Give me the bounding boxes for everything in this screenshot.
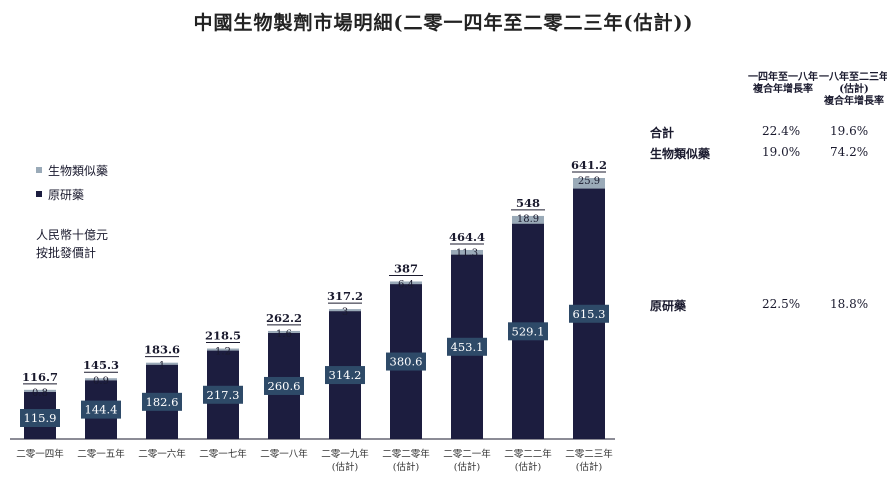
- cagr-row-total: 合計 22.4% 19.6%: [650, 124, 887, 140]
- category-label-1-0: 二零一五年: [77, 448, 125, 460]
- label-total-8: 548: [516, 196, 540, 210]
- cagr-header-2014-2018-line2: 複合年增長率: [753, 84, 813, 95]
- label-box-originator-8: [508, 322, 548, 341]
- label-originator-7: 453.1: [451, 340, 484, 354]
- category-label-8-1: (估計): [515, 461, 541, 473]
- label-box-originator-3: [203, 385, 243, 404]
- label-biosimilar-7: 11.3: [456, 248, 478, 259]
- cagr-row-biosimilar-v2: 74.2%: [830, 145, 869, 159]
- bar-biosimilar-2: [146, 362, 178, 365]
- label-total-4: 262.2: [266, 311, 302, 325]
- label-originator-2: 182.6: [146, 395, 179, 409]
- bar-biosimilar-8: [512, 215, 544, 224]
- cagr-header-2014-2018: 一四年至一八年 複合年增長率: [748, 72, 818, 96]
- bar-biosimilar-6: [390, 281, 422, 285]
- category-label-4-0: 二零一八年: [260, 448, 308, 460]
- label-originator-5: 314.2: [329, 368, 362, 382]
- category-label-7-0: 二零二一年: [443, 448, 491, 460]
- unit-line-currency: 人民幣十億元: [36, 228, 109, 242]
- bar-biosimilar-9: [573, 178, 605, 189]
- bar-biosimilar-0: [24, 389, 56, 392]
- label-biosimilar-3: 1.2: [215, 347, 231, 358]
- label-originator-6: 380.6: [390, 355, 423, 369]
- category-label-7-1: (估計): [454, 461, 480, 473]
- label-total-3: 218.5: [205, 329, 241, 343]
- cagr-header-2018-2023: 一八年至二三年 (估計) 複合年增長率: [816, 72, 887, 108]
- cagr-row-originator-v2: 18.8%: [830, 297, 869, 311]
- label-biosimilar-5: 3: [342, 307, 348, 318]
- category-label-9-0: 二零二三年: [565, 448, 613, 460]
- label-total-9: 641.2: [571, 158, 607, 172]
- cagr-row-total-v1: 22.4%: [762, 124, 801, 138]
- cagr-row-originator: 原研藥 22.5% 18.8%: [650, 297, 887, 313]
- cagr-row-total-v2: 19.6%: [830, 124, 869, 138]
- label-biosimilar-1: 0.9: [93, 376, 109, 387]
- label-biosimilar-2: 1: [159, 361, 165, 372]
- category-label-3-0: 二零一七年: [199, 448, 247, 460]
- category-label-6-0: 二零二零年: [382, 448, 430, 460]
- legend-swatch-originator: [36, 191, 42, 197]
- label-total-5: 317.2: [327, 289, 363, 303]
- legend-item-originator: 原研藥: [36, 182, 108, 206]
- label-biosimilar-6: 6.4: [398, 279, 414, 290]
- label-box-originator-4: [264, 376, 304, 395]
- label-total-0: 116.7: [22, 370, 58, 384]
- label-biosimilar-9: 25.9: [578, 176, 600, 187]
- unit-line-basis: 按批發價計: [36, 246, 97, 260]
- category-label-5-0: 二零一九年: [321, 448, 369, 460]
- label-originator-1: 144.4: [85, 403, 118, 417]
- cagr-row-total-label: 合計: [650, 126, 675, 140]
- label-originator-4: 260.6: [268, 379, 301, 393]
- label-box-originator-7: [447, 337, 487, 356]
- label-originator-9: 615.3: [573, 307, 606, 321]
- label-originator-0: 115.9: [24, 411, 57, 425]
- label-biosimilar-8: 18.9: [517, 214, 539, 225]
- cagr-row-originator-label: 原研藥: [650, 299, 687, 313]
- bar-biosimilar-5: [329, 309, 361, 312]
- label-total-7: 464.4: [449, 230, 485, 244]
- label-box-originator-0: [20, 409, 60, 427]
- cagr-row-biosimilar-v1: 19.0%: [762, 145, 801, 159]
- cagr-header-2018-2023-line1: 一八年至二三年: [819, 72, 887, 83]
- bar-biosimilar-4: [268, 330, 300, 333]
- category-label-8-0: 二零二二年: [504, 448, 552, 460]
- label-total-6: 387: [394, 261, 418, 275]
- category-label-9-1: (估計): [576, 461, 602, 473]
- label-box-originator-2: [142, 392, 182, 411]
- label-biosimilar-0: 0.8: [32, 388, 48, 399]
- label-total-2: 183.6: [144, 343, 180, 357]
- cagr-header-2018-2023-line3: 複合年增長率: [824, 96, 884, 107]
- legend-label-originator: 原研藥: [48, 187, 85, 202]
- legend: 生物類似藥 原研藥: [36, 158, 108, 206]
- legend-swatch-biosimilar: [36, 167, 42, 173]
- label-box-originator-6: [386, 352, 426, 371]
- bar-biosimilar-7: [451, 249, 483, 255]
- bar-biosimilar-1: [85, 378, 117, 381]
- category-label-6-1: (估計): [393, 461, 419, 473]
- category-label-0-0: 二零一四年: [16, 448, 64, 460]
- unit-note: 人民幣十億元 按批發價計: [36, 226, 108, 262]
- legend-item-biosimilar: 生物類似藥: [36, 158, 108, 182]
- label-box-originator-1: [81, 400, 121, 419]
- label-biosimilar-4: 1.6: [276, 329, 292, 340]
- label-originator-3: 217.3: [207, 388, 240, 402]
- bar-biosimilar-3: [207, 348, 239, 351]
- label-total-1: 145.3: [83, 358, 119, 372]
- cagr-row-originator-v1: 22.5%: [762, 297, 801, 311]
- legend-label-biosimilar: 生物類似藥: [48, 163, 109, 178]
- cagr-header-2014-2018-line1: 一四年至一八年: [748, 72, 818, 83]
- cagr-row-biosimilar-label: 生物類似藥: [650, 147, 711, 161]
- label-box-originator-9: [569, 304, 609, 323]
- cagr-header-2018-2023-line2: (估計): [839, 84, 869, 95]
- chart-title: 中國生物製劑市場明細(二零一四年至二零二三年(估計)): [193, 12, 694, 34]
- cagr-row-biosimilar: 生物類似藥 19.0% 74.2%: [650, 145, 887, 161]
- category-label-5-1: (估計): [332, 461, 358, 473]
- category-label-2-0: 二零一六年: [138, 448, 186, 460]
- label-originator-8: 529.1: [512, 324, 545, 338]
- label-box-originator-5: [325, 366, 365, 385]
